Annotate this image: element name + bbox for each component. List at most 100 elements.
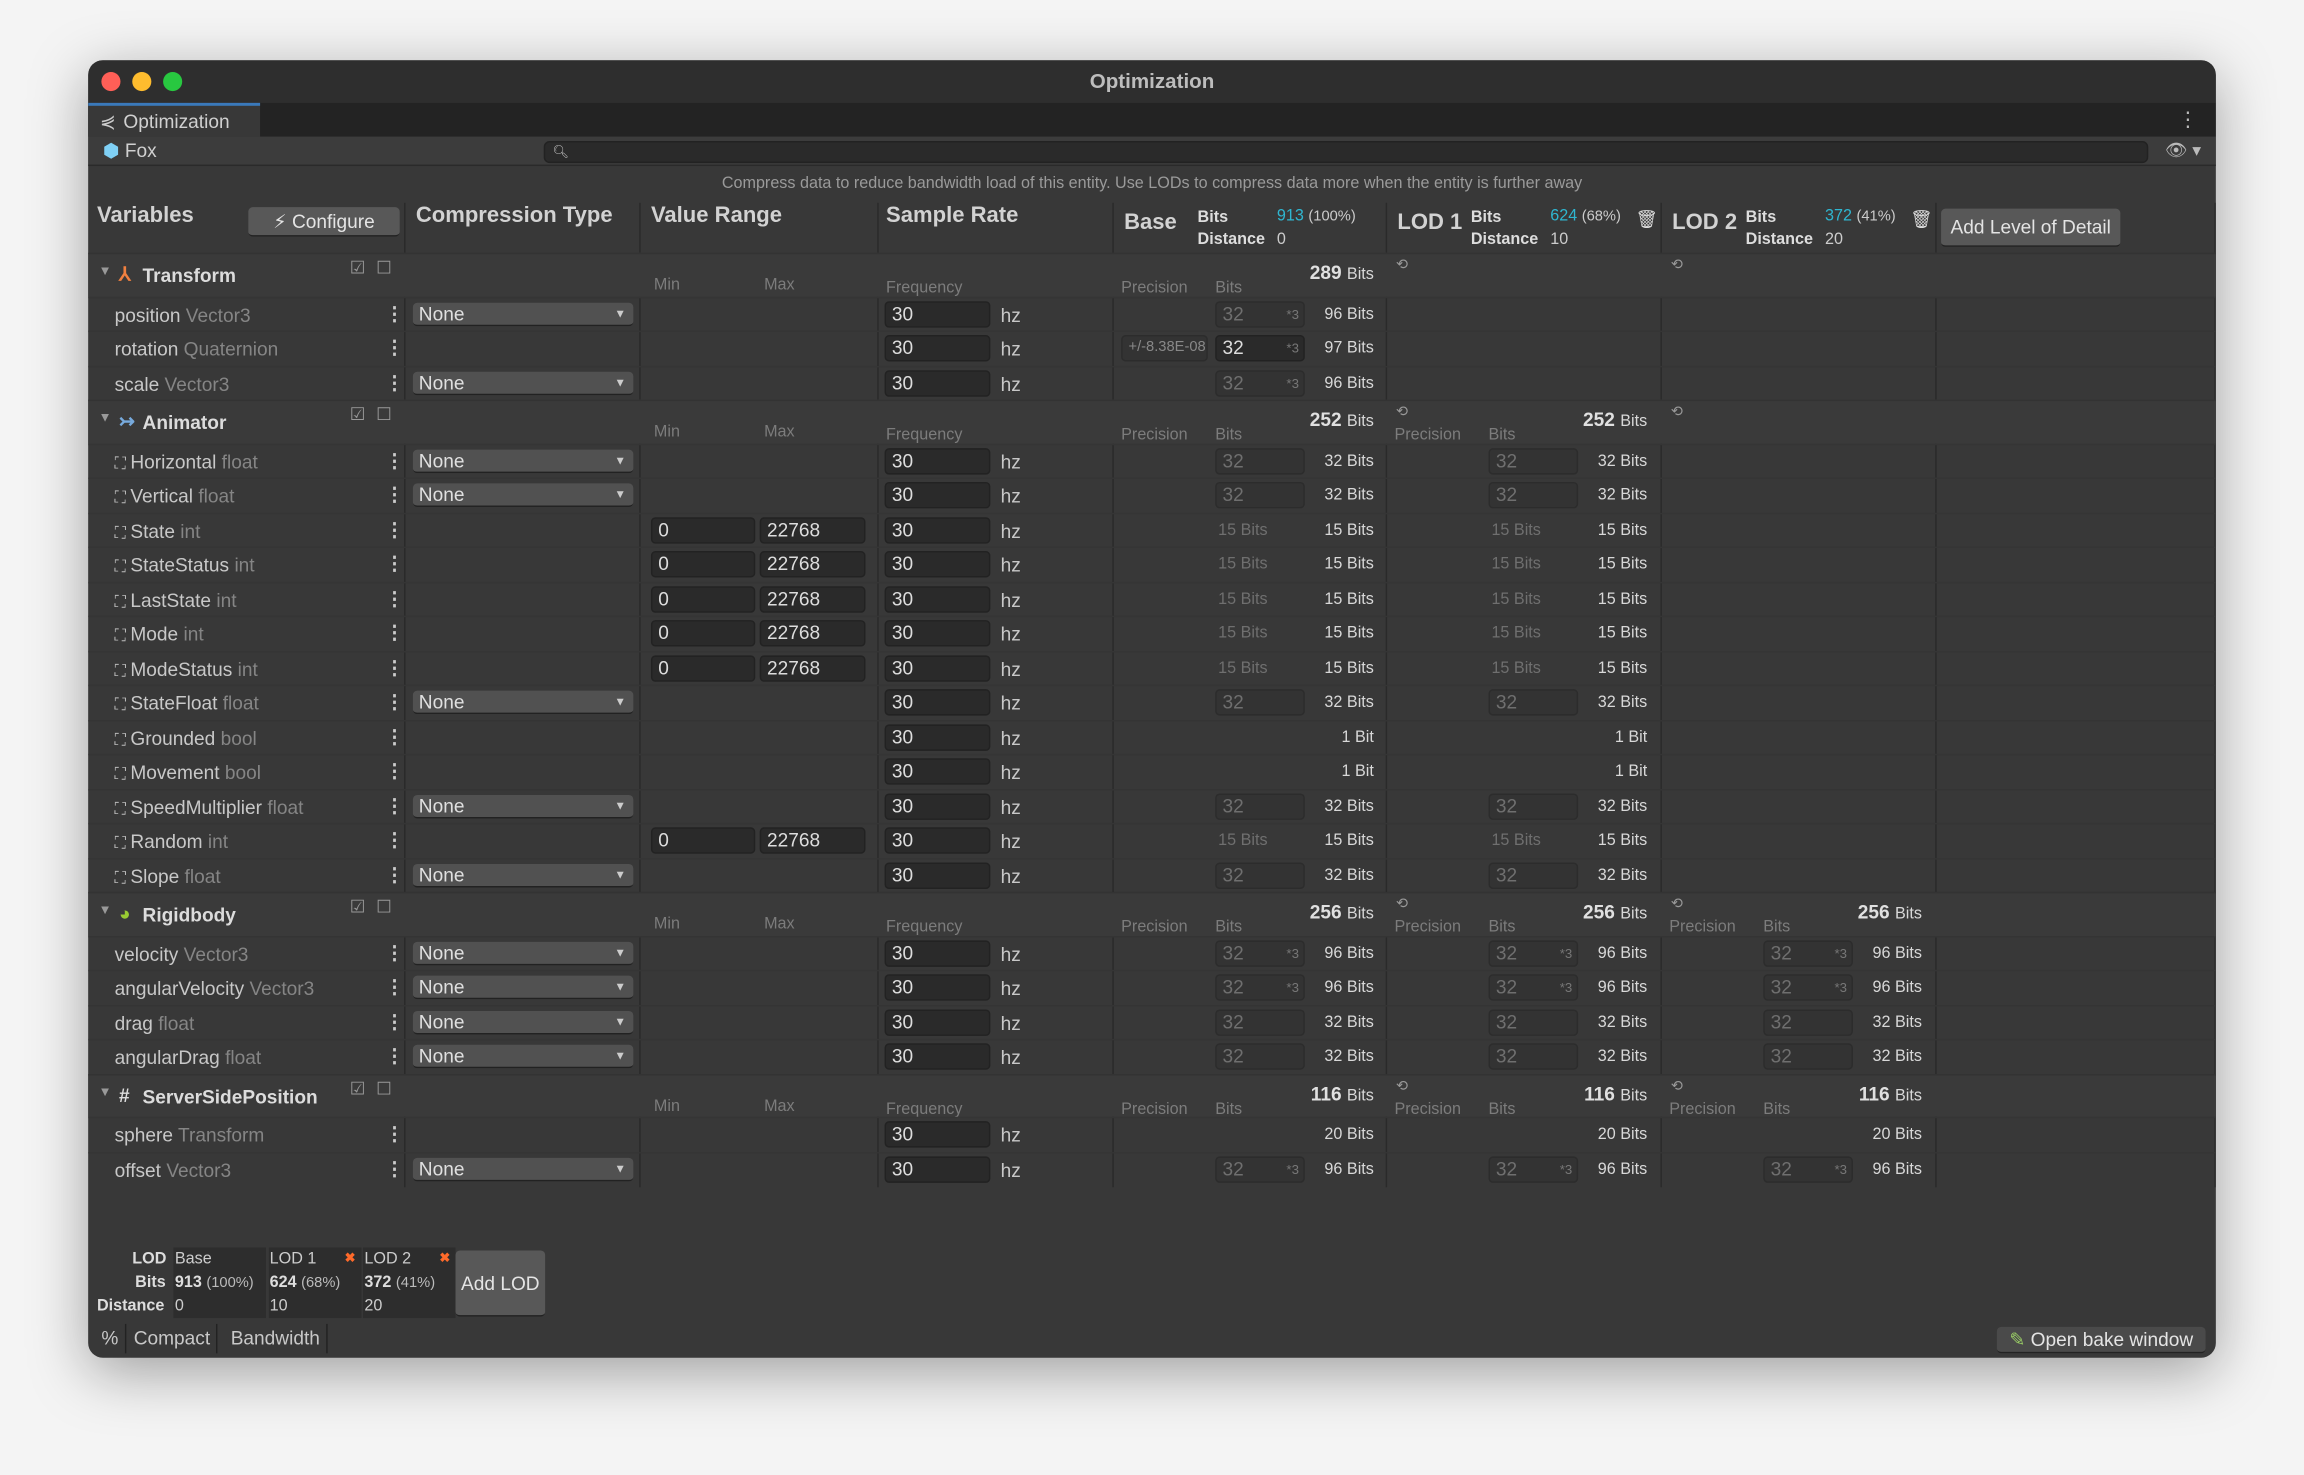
tab-optimization[interactable]: ⋞ Optimization (88, 102, 261, 137)
frequency-input[interactable]: 30 (884, 861, 991, 889)
compression-dropdown[interactable]: None ▼ (412, 483, 634, 507)
max-input[interactable]: 22768 (759, 620, 866, 647)
deselect-all-icon[interactable]: ☐ (376, 257, 392, 278)
bits-input[interactable]: 32 (1763, 1008, 1853, 1036)
variable-menu-icon[interactable]: ⋮ (384, 759, 405, 782)
maximize-button[interactable] (163, 72, 183, 92)
frequency-input[interactable]: 30 (884, 335, 991, 362)
bits-input[interactable]: 32 *3 (1488, 974, 1579, 1001)
variable-menu-icon[interactable]: ⋮ (384, 1044, 405, 1067)
frequency-input[interactable]: 30 (884, 939, 991, 967)
bits-input[interactable]: 32 *3 (1215, 1155, 1305, 1183)
frequency-input[interactable]: 30 (884, 792, 991, 820)
tab-bandwidth[interactable]: Bandwidth (225, 1323, 328, 1354)
select-all-icon[interactable]: ☑ (349, 1077, 366, 1099)
precision-input[interactable]: +/-8.38E-08 (1121, 335, 1208, 362)
max-input[interactable]: 22768 (759, 827, 866, 854)
min-input[interactable]: 0 (650, 551, 756, 578)
compression-dropdown[interactable]: None ▼ (412, 1010, 634, 1034)
frequency-input[interactable]: 30 (884, 1121, 991, 1148)
variable-menu-icon[interactable]: ⋮ (384, 552, 405, 575)
sync-icon[interactable]: ⟲ (1395, 404, 1409, 421)
visibility-dropdown[interactable]: 👁︎ ▾ (2165, 139, 2202, 161)
bits-input[interactable]: 32 (1215, 447, 1305, 474)
bits-input[interactable]: 32 (1488, 792, 1579, 820)
tab-percent[interactable]: % (96, 1323, 126, 1354)
min-input[interactable]: 0 (650, 516, 756, 543)
bits-input[interactable]: 32 *3 (1215, 335, 1305, 362)
bits-input[interactable]: 32 (1215, 792, 1305, 820)
min-input[interactable]: 0 (650, 620, 756, 647)
more-menu-icon[interactable]: ⋮ (2177, 107, 2199, 131)
variable-menu-icon[interactable]: ⋮ (384, 371, 405, 394)
bits-input[interactable]: 32 *3 (1215, 300, 1305, 327)
variable-menu-icon[interactable]: ⋮ (384, 1157, 405, 1180)
compression-dropdown[interactable]: None ▼ (412, 690, 634, 715)
sync-icon[interactable]: ⟲ (1670, 404, 1684, 421)
collapse-triangle-icon[interactable]: ▼ (98, 409, 112, 425)
deselect-all-icon[interactable]: ☐ (376, 404, 392, 425)
min-input[interactable]: 0 (650, 827, 756, 854)
delete-lod-icon[interactable]: 🗑︎ (1910, 208, 1933, 230)
frequency-input[interactable]: 30 (884, 516, 991, 543)
variable-menu-icon[interactable]: ⋮ (384, 725, 405, 748)
variable-menu-icon[interactable]: ⋮ (384, 656, 405, 679)
variable-menu-icon[interactable]: ⋮ (384, 448, 405, 471)
bits-input[interactable]: 32 (1215, 1008, 1305, 1036)
bits-input[interactable]: 32 (1763, 1043, 1853, 1070)
compression-dropdown[interactable]: None ▼ (412, 863, 634, 887)
variable-menu-icon[interactable]: ⋮ (384, 587, 405, 610)
delete-lod-icon[interactable]: 🗑︎ (1635, 208, 1658, 230)
bits-input[interactable]: 32 *3 (1488, 1155, 1579, 1183)
bits-input[interactable]: 32 (1488, 861, 1579, 889)
max-input[interactable]: 22768 (759, 516, 866, 543)
variable-menu-icon[interactable]: ⋮ (384, 794, 405, 817)
frequency-input[interactable]: 30 (884, 620, 991, 647)
bits-input[interactable]: 32 (1488, 447, 1579, 474)
bits-input[interactable]: 32 (1488, 481, 1579, 509)
sync-icon[interactable]: ⟲ (1395, 257, 1409, 274)
select-all-icon[interactable]: ☑ (349, 404, 366, 425)
bits-input[interactable]: 32 *3 (1215, 974, 1305, 1001)
collapse-triangle-icon[interactable]: ▼ (98, 902, 112, 917)
bits-input[interactable]: 32 *3 (1215, 369, 1305, 397)
bits-input[interactable]: 32 (1215, 481, 1305, 509)
bits-input[interactable]: 32 (1488, 1008, 1579, 1036)
tab-compact[interactable]: Compact (128, 1323, 218, 1354)
variable-menu-icon[interactable]: ⋮ (384, 863, 405, 886)
frequency-input[interactable]: 30 (884, 1043, 991, 1070)
variable-menu-icon[interactable]: ⋮ (384, 941, 405, 964)
variable-menu-icon[interactable]: ⋮ (384, 1010, 405, 1033)
lod-summary-cell[interactable]: LOD 1 ✖ 624 (68%) 10 (268, 1247, 361, 1319)
min-input[interactable]: 0 (650, 654, 756, 682)
frequency-input[interactable]: 30 (884, 974, 991, 1001)
open-bake-window-button[interactable]: ✎ Open bake window (1996, 1326, 2206, 1354)
compression-dropdown[interactable]: None ▼ (412, 1157, 634, 1181)
frequency-input[interactable]: 30 (884, 369, 991, 397)
variable-menu-icon[interactable]: ⋮ (384, 828, 405, 851)
frequency-input[interactable]: 30 (884, 1008, 991, 1036)
configure-button[interactable]: ⚡︎ Configure (248, 207, 400, 237)
frequency-input[interactable]: 30 (884, 723, 991, 751)
sync-icon[interactable]: ⟲ (1670, 1077, 1684, 1094)
frequency-input[interactable]: 30 (884, 585, 991, 613)
bits-input[interactable]: 32 (1215, 861, 1305, 889)
bits-input[interactable]: 32 (1488, 689, 1579, 716)
remove-lod-icon[interactable]: ✖ (439, 1250, 451, 1266)
search-input[interactable]: 🔍︎ (543, 141, 2149, 164)
compression-dropdown[interactable]: None ▼ (412, 975, 634, 1000)
add-level-of-detail-button[interactable]: Add Level of Detail (1941, 208, 2121, 247)
max-input[interactable]: 22768 (759, 585, 866, 613)
variable-menu-icon[interactable]: ⋮ (384, 975, 405, 998)
collapse-triangle-icon[interactable]: ▼ (98, 263, 112, 278)
sync-icon[interactable]: ⟲ (1395, 1077, 1409, 1094)
variable-menu-icon[interactable]: ⋮ (384, 483, 405, 506)
lod-summary-cell[interactable]: LOD 2 ✖ 372 (41%) 20 (362, 1247, 456, 1319)
close-button[interactable] (101, 72, 121, 92)
frequency-input[interactable]: 30 (884, 758, 991, 785)
compression-dropdown[interactable]: None ▼ (412, 448, 634, 473)
bits-input[interactable]: 32 *3 (1763, 939, 1853, 967)
deselect-all-icon[interactable]: ☐ (376, 896, 392, 917)
bits-input[interactable]: 32 *3 (1763, 1155, 1853, 1183)
variable-menu-icon[interactable]: ⋮ (384, 690, 405, 713)
